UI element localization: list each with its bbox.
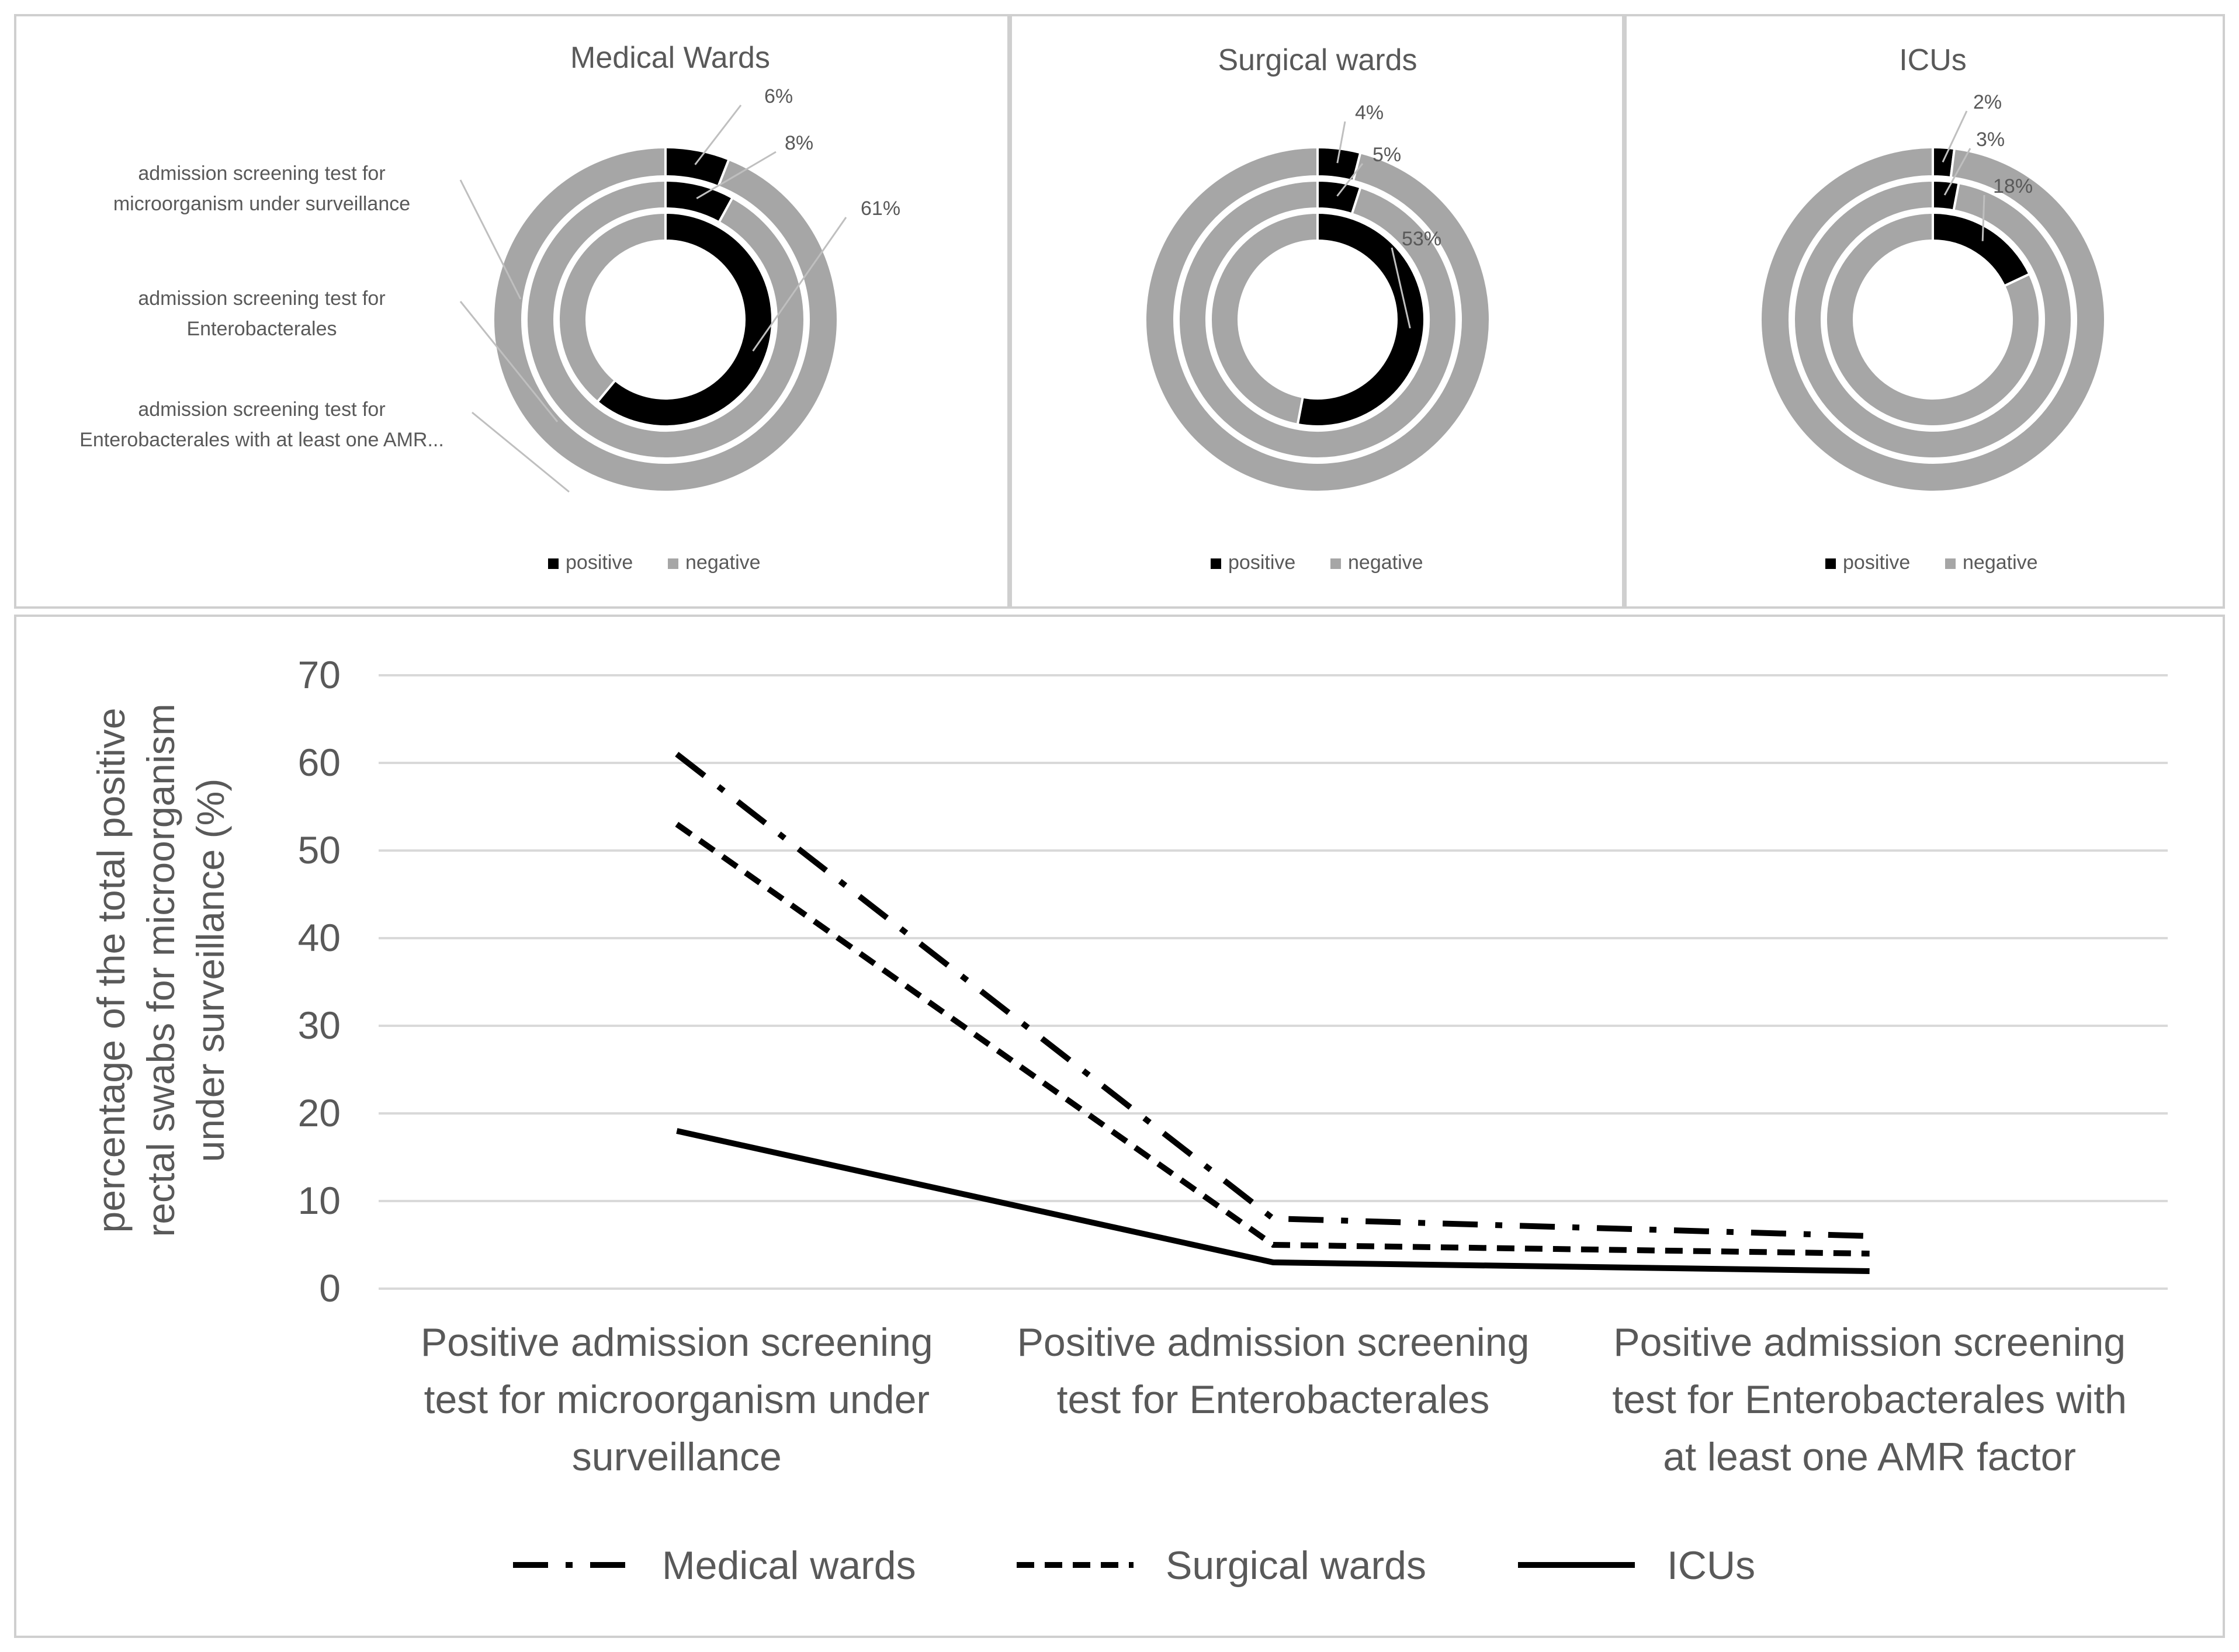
donut-ring [1793, 179, 2073, 460]
data-label: 18% [1993, 175, 2033, 197]
donut-slice-negative [1209, 211, 1319, 426]
x-tick-label: Positive admission screening [421, 1320, 933, 1365]
y-tick-label: 40 [298, 916, 341, 959]
data-label: 4% [1355, 102, 1384, 124]
y-tick-label: 60 [298, 741, 341, 784]
legend-label-positive: positive [566, 551, 633, 574]
y-tick-label: 0 [319, 1266, 341, 1310]
donut-slice-negative [1793, 179, 2073, 460]
ring-label-line: admission screening test for [138, 162, 385, 185]
donut-slice-negative [1825, 211, 2041, 428]
donut-ring [1144, 145, 1491, 493]
donut-ring [557, 211, 774, 428]
donut-title: ICUs [1899, 43, 1967, 77]
donut-title: Medical Wards [570, 41, 770, 75]
ring-label-line: admission screening test for [138, 398, 385, 421]
x-tick-label: surveillance [572, 1435, 782, 1479]
legend-label-negative: negative [685, 551, 761, 574]
donut-ring [1825, 211, 2041, 428]
data-label-leader-line [1391, 247, 1411, 329]
legend-label: ICUs [1667, 1543, 1755, 1588]
donut-ring [525, 179, 806, 460]
ring-label-leader-line [459, 179, 522, 300]
series-line-medical-wards [675, 752, 1870, 1239]
legend-swatch-positive [1825, 558, 1836, 569]
data-label: 5% [1372, 144, 1401, 166]
data-label-leader-line [1981, 195, 1985, 241]
donut-slice-negative [1759, 145, 2106, 493]
y-tick-label: 20 [298, 1091, 341, 1134]
ring-label-leader-line [459, 301, 559, 422]
donut-slice-negative [557, 211, 667, 404]
data-label: 61% [861, 197, 900, 220]
donut-slice-negative [492, 145, 839, 493]
donut-title: Surgical wards [1218, 43, 1417, 77]
y-axis-title-line: rectal swabs for microorganism [139, 703, 182, 1237]
legend-label: Medical wards [662, 1543, 916, 1588]
legend-label-positive: positive [1843, 551, 1910, 574]
series-line-icus [676, 1128, 1870, 1274]
data-label-leader-line [1943, 148, 1971, 196]
x-tick-label: test for microorganism under [424, 1377, 930, 1422]
donut-panel-surgical-wards: Surgical wards 4% 5% 53% positive negative [1010, 14, 1624, 609]
donut-slice-positive [595, 211, 774, 428]
x-tick-label: test for Enterobacterales with [1612, 1377, 2127, 1422]
legend-swatch-negative [1945, 558, 1956, 569]
data-label-leader-line [1336, 163, 1364, 197]
donut-chart-surgical-wards: Surgical wards 4% 5% 53% positive negative [1144, 43, 1491, 574]
donut-chart-icus: ICUs 2% 3% 18% positive negative [1759, 43, 2106, 574]
ring-label: admission screening test for microorganis… [113, 162, 410, 215]
y-tick-label: 30 [298, 1004, 341, 1047]
data-label: 3% [1976, 129, 2005, 151]
data-label-leader-line [1336, 121, 1346, 164]
ring-label: admission screening test for Enterobacter… [138, 287, 385, 340]
data-label-leader-line [696, 151, 777, 200]
donut-ring [1177, 179, 1458, 460]
ring-label-line: Enterobacterales with at least one AMR..… [79, 429, 444, 451]
ring-label-line: Enterobacterales [186, 318, 337, 340]
data-label-leader-line [694, 105, 742, 165]
y-axis-title-line: under surveillance (%) [189, 779, 232, 1162]
x-tick-label: at least one AMR factor [1663, 1435, 2076, 1479]
donut-slice-negative [525, 179, 806, 460]
ring-label-line: admission screening test for [138, 287, 385, 310]
ring-label-line: microorganism under surveillance [113, 193, 410, 215]
line-chart: 0 10 20 30 40 50 60 70 percentage of the total p… [89, 653, 2168, 1588]
legend-swatch-positive [1211, 558, 1221, 569]
donut-slice-positive [1296, 211, 1426, 428]
legend-swatch-negative [1330, 558, 1341, 569]
data-label-leader-line [1942, 110, 1968, 163]
legend-swatch-positive [548, 558, 559, 569]
ring-label-leader-line [472, 411, 570, 493]
x-tick-label: Positive admission screening [1613, 1320, 2126, 1365]
legend-label-negative: negative [1963, 551, 2038, 574]
data-label: 2% [1973, 91, 2002, 113]
x-tick-label: test for Enterobacterales [1057, 1377, 1490, 1422]
donut-panel-medical-wards: Medical Wards 6% 8% 61% admission screening … [14, 14, 1010, 609]
donut-chart-medical-wards: Medical Wards 6% 8% 61% admission screening … [79, 41, 900, 574]
y-tick-label: 70 [298, 653, 341, 696]
legend-label-negative: negative [1348, 551, 1423, 574]
x-tick-label: Positive admission screening [1017, 1320, 1530, 1365]
data-label: 6% [764, 85, 793, 107]
legend-label: Surgical wards [1166, 1543, 1426, 1588]
donut-slice-negative [1144, 145, 1491, 493]
y-axis-title-line: percentage of the total positive [89, 708, 133, 1233]
donut-ring [1759, 145, 2106, 493]
legend-swatch-negative [668, 558, 678, 569]
line-chart-panel: 0 10 20 30 40 50 60 70 percentage of the total p… [14, 615, 2225, 1638]
data-label-leader-line [752, 217, 847, 352]
donut-panel-icus: ICUs 2% 3% 18% positive negative [1624, 14, 2225, 609]
y-tick-label: 10 [298, 1179, 341, 1222]
legend-label-positive: positive [1228, 551, 1295, 574]
series-line-surgical-wards [675, 821, 1870, 1257]
y-tick-label: 50 [298, 828, 341, 872]
donut-ring [1209, 211, 1426, 428]
donut-slice-negative [1177, 179, 1458, 460]
ring-label: admission screening test for Enterobacter… [79, 398, 444, 451]
data-label: 53% [1402, 228, 1441, 250]
data-label: 8% [785, 132, 813, 154]
